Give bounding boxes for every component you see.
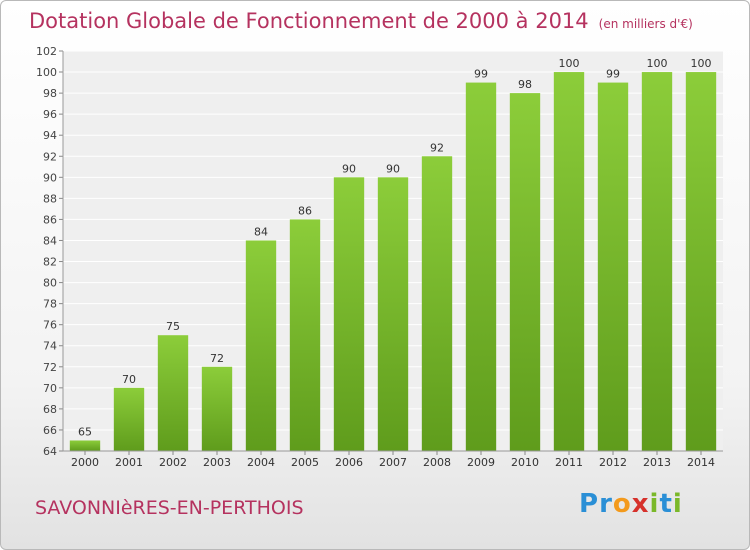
x-tick-label-2007: 2007 — [379, 456, 407, 469]
x-tick-label-2001: 2001 — [115, 456, 143, 469]
bar-2006 — [333, 177, 365, 451]
logo-letter: i — [672, 489, 683, 519]
bar-2012 — [597, 82, 629, 451]
y-tick-label: 66 — [43, 424, 57, 437]
data-label-2011: 100 — [559, 57, 580, 70]
y-tick-label: 74 — [43, 340, 57, 353]
y-tick-label: 78 — [43, 298, 57, 311]
logo-letter: P — [579, 489, 600, 519]
logo-letter: o — [612, 489, 632, 519]
data-label-2009: 99 — [474, 68, 488, 81]
commune-name: SAVONNIèRES-EN-PERTHOIS — [35, 497, 304, 519]
bar-2013 — [641, 72, 673, 451]
y-tick-label: 100 — [36, 66, 57, 79]
y-tick-label: 102 — [36, 45, 57, 58]
bar-2011 — [553, 72, 585, 451]
data-label-2000: 65 — [78, 425, 92, 438]
chart-title: Dotation Globale de Fonctionnement de 20… — [29, 9, 589, 33]
logo-letter: x — [631, 489, 650, 519]
data-label-2012: 99 — [606, 68, 620, 81]
y-tick-label: 86 — [43, 213, 57, 226]
bar-2003 — [201, 366, 233, 451]
y-tick-label: 70 — [43, 382, 57, 395]
x-tick-label-2000: 2000 — [71, 456, 99, 469]
y-tick-label: 88 — [43, 192, 57, 205]
data-label-2004: 84 — [254, 225, 268, 238]
logo-letter: t — [659, 489, 673, 519]
x-tick-label-2008: 2008 — [423, 456, 451, 469]
x-tick-label-2009: 2009 — [467, 456, 495, 469]
x-tick-label-2010: 2010 — [511, 456, 539, 469]
chart-subtitle: (en milliers d'€) — [598, 17, 693, 31]
y-tick-label: 98 — [43, 87, 57, 100]
x-tick-label-2005: 2005 — [291, 456, 319, 469]
y-tick-label: 82 — [43, 256, 57, 269]
x-tick-label-2012: 2012 — [599, 456, 627, 469]
y-tick-label: 72 — [43, 361, 57, 374]
data-label-2007: 90 — [386, 162, 400, 175]
y-tick-label: 84 — [43, 234, 57, 247]
data-label-2013: 100 — [647, 57, 668, 70]
data-label-2003: 72 — [210, 352, 224, 365]
data-label-2002: 75 — [166, 320, 180, 333]
x-tick-label-2013: 2013 — [643, 456, 671, 469]
y-tick-label: 80 — [43, 277, 57, 290]
x-tick-label-2006: 2006 — [335, 456, 363, 469]
data-label-2001: 70 — [122, 373, 136, 386]
y-tick-label: 64 — [43, 445, 57, 458]
y-tick-label: 92 — [43, 150, 57, 163]
bar-2004 — [245, 240, 277, 451]
bar-chart: 64 66 68 70 72 74 76 78 80 82 84 86 88 90 92 94 96 98 100 1… — [36, 45, 723, 469]
bar-2014 — [685, 72, 717, 451]
x-tick-label-2004: 2004 — [247, 456, 275, 469]
bar-2009 — [465, 82, 497, 451]
bar-2000 — [69, 440, 101, 451]
data-label-2005: 86 — [298, 204, 312, 217]
chart-title-block: Dotation Globale de Fonctionnement de 20… — [29, 9, 693, 33]
data-label-2014: 100 — [691, 57, 712, 70]
logo-letter: r — [599, 489, 613, 519]
data-label-2006: 90 — [342, 162, 356, 175]
data-label-2010: 98 — [518, 78, 532, 91]
proxiti-logo: Proxiti — [579, 489, 683, 519]
x-tick-label-2011: 2011 — [555, 456, 583, 469]
y-tick-label: 76 — [43, 319, 57, 332]
bar-2010 — [509, 93, 541, 452]
bar-2001 — [113, 387, 145, 451]
x-tick-label-2014: 2014 — [687, 456, 715, 469]
y-tick-label: 90 — [43, 171, 57, 184]
x-tick-label-2002: 2002 — [159, 456, 187, 469]
bar-2002 — [157, 335, 189, 451]
bar-2005 — [289, 219, 321, 451]
y-tick-label: 94 — [43, 129, 57, 142]
y-tick-label: 68 — [43, 403, 57, 416]
bar-2007 — [377, 177, 409, 451]
logo-letter: i — [649, 489, 660, 519]
x-tick-label-2003: 2003 — [203, 456, 231, 469]
bar-2008 — [421, 156, 453, 451]
y-tick-label: 96 — [43, 108, 57, 121]
data-label-2008: 92 — [430, 141, 444, 154]
